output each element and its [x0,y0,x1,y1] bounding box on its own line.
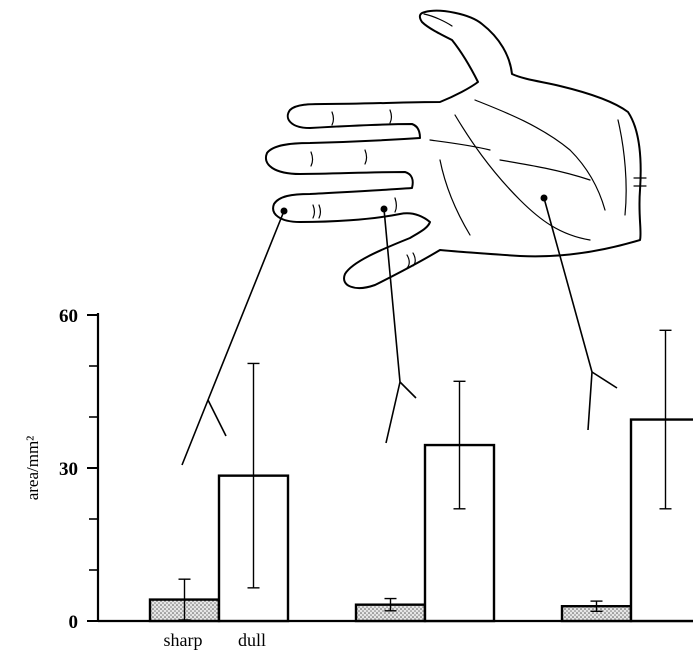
palm-crease-4 [439,159,471,236]
palm-crease-3 [499,159,591,181]
bar-palm-dull [629,418,693,623]
palm-crease-1 [454,114,591,241]
finger-crease-1 [312,204,316,219]
finger-crease-5 [364,149,368,165]
category-label-sharp: sharp [164,630,203,650]
fingertip-pointer-line [181,210,285,466]
hand-illustration [264,9,647,289]
bar-finger-base-dull [423,443,496,623]
finger-base-pointer-branch [399,381,417,399]
finger-crease-9 [412,252,416,267]
palm-crease-6 [429,139,491,151]
palm-pointer-line [543,197,593,431]
y-axis-title: area/mm² [23,436,42,501]
location-pointers [181,194,618,466]
finger-crease-6 [331,111,335,126]
y-tick-label-60: 60 [59,306,78,327]
palm-crease-5 [617,119,627,216]
fingertip-pointer-branch [207,399,227,437]
palm-crease-2 [474,99,606,211]
finger-crease-2 [318,204,322,219]
bars [148,329,693,623]
category-label-dull: dull [238,630,266,650]
finger-crease-3 [394,197,398,213]
finger-crease-4 [310,151,314,167]
y-ticks: 0 30 60 [59,306,98,633]
y-tick-label-30: 30 [59,459,78,480]
finger-crease-7 [389,109,393,124]
hand-outline [264,9,642,289]
thumbnail [423,13,453,27]
palm-pointer-branch [591,371,618,389]
finger-crease-8 [406,254,410,269]
y-tick-label-0: 0 [69,612,79,633]
axes: area/mm² [23,313,693,623]
